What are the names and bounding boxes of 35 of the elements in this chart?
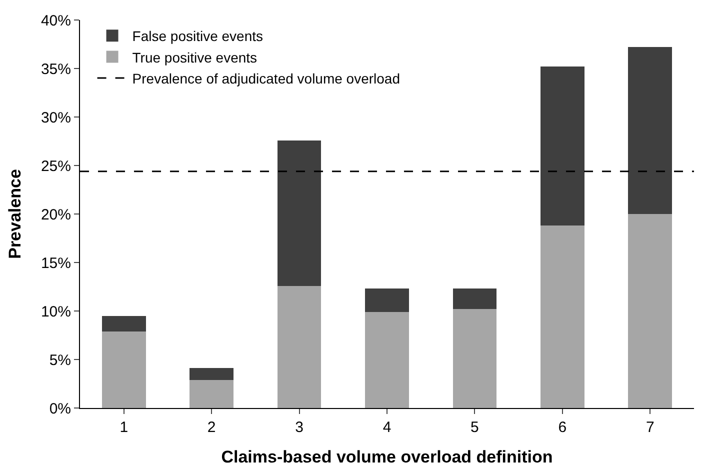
bar — [190, 368, 234, 380]
y-tick-label: 15% — [40, 254, 71, 272]
x-tick-label: 4 — [382, 419, 392, 436]
y-tick-label: 0% — [49, 400, 71, 418]
x-axis-title: Claims-based volume overload definition — [221, 447, 553, 466]
y-tick-label: 40% — [40, 12, 71, 30]
x-tick-label: 5 — [470, 419, 479, 436]
bar — [277, 286, 322, 408]
x-tick-label: 6 — [558, 419, 567, 436]
legend-label: False positive events — [132, 28, 264, 44]
bar — [628, 214, 672, 408]
bar — [365, 288, 409, 312]
bar — [365, 312, 409, 408]
y-axis-title: Prevalence — [6, 169, 25, 259]
y-tick-label: 20% — [40, 206, 71, 224]
x-tick-label: 7 — [646, 419, 654, 436]
bar — [102, 316, 146, 332]
x-tick-label: 3 — [295, 419, 304, 436]
x-tick-label: 1 — [120, 419, 128, 436]
y-tick-label: 30% — [40, 109, 71, 126]
legend-label: True positive events — [132, 49, 258, 66]
bar — [628, 47, 672, 214]
y-tick-label: 25% — [40, 158, 71, 175]
bar — [540, 226, 584, 408]
bar — [540, 66, 584, 226]
x-tick-label: 2 — [207, 419, 216, 436]
bar — [102, 331, 146, 408]
y-tick-label: 35% — [40, 60, 71, 78]
bar — [452, 288, 497, 310]
y-tick-label: 5% — [49, 352, 71, 369]
legend-label: Prevalence of adjudicated volume overload — [132, 70, 400, 86]
bar — [277, 140, 322, 286]
y-tick-label: 10% — [40, 303, 71, 320]
bar — [190, 380, 234, 408]
bar — [452, 309, 497, 408]
